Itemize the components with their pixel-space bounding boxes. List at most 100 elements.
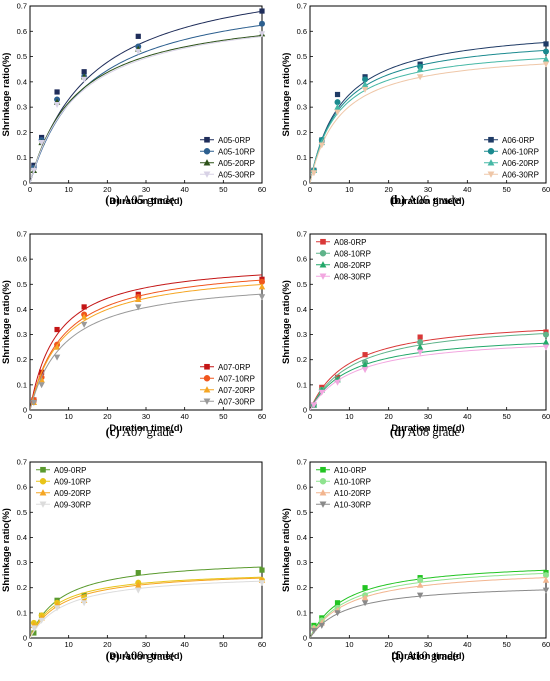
fit-curve bbox=[30, 35, 262, 183]
data-point bbox=[543, 48, 549, 55]
data-point bbox=[417, 339, 424, 346]
data-point bbox=[80, 600, 88, 607]
data-point bbox=[38, 139, 45, 146]
fit-curve bbox=[310, 569, 546, 638]
chart-panel-1: 0 10 20 30 40 50 60 0 0.1 0.2 0.3 0.4 0.5 0.6 0.7 Durat… bbox=[1, 2, 266, 208]
series-A08-30RP bbox=[310, 344, 550, 410]
fit-curve bbox=[30, 580, 262, 638]
y-tick-label: 0.3 bbox=[17, 330, 27, 339]
data-point bbox=[361, 600, 369, 607]
y-axis-title: Shrinkage ratio(%) bbox=[281, 53, 292, 137]
caption-label: (b) bbox=[390, 193, 405, 207]
legend-label: A07-30RP bbox=[218, 397, 255, 406]
legend-marker bbox=[319, 250, 327, 257]
series-A10-10RP bbox=[310, 572, 549, 638]
y-tick-label: 0.7 bbox=[297, 458, 307, 467]
data-point bbox=[416, 74, 424, 81]
data-point bbox=[416, 581, 424, 588]
caption-text: A07 grade bbox=[122, 425, 175, 439]
y-tick-label: 0.4 bbox=[297, 305, 307, 314]
x-tick-label: 20 bbox=[103, 640, 111, 649]
x-tick-label: 50 bbox=[219, 640, 227, 649]
data-point bbox=[416, 592, 424, 599]
y-tick-label: 0.5 bbox=[297, 52, 307, 61]
legend-marker bbox=[39, 478, 47, 485]
legend-marker bbox=[319, 261, 327, 268]
x-tick-label: 20 bbox=[103, 185, 111, 194]
legend-marker bbox=[319, 501, 327, 508]
y-tick-label: 0.4 bbox=[297, 77, 307, 86]
legend: A10-0RP A10-10RP A10-20RP A10-30RP bbox=[316, 466, 371, 509]
legend-label: A09-0RP bbox=[54, 466, 86, 475]
y-tick-label: 0.3 bbox=[17, 103, 27, 112]
fit-curve bbox=[310, 342, 546, 410]
y-tick-label: 0.1 bbox=[17, 380, 27, 389]
legend-label: A08-20RP bbox=[334, 261, 371, 270]
panel-caption: (a) A05 grade bbox=[105, 193, 175, 207]
data-point bbox=[81, 69, 87, 75]
legend: A06-0RP A06-10RP A06-20RP A06-30RP bbox=[484, 136, 539, 179]
x-tick-label: 10 bbox=[64, 412, 72, 421]
data-point bbox=[543, 572, 549, 579]
data-point bbox=[54, 326, 60, 333]
data-point bbox=[135, 581, 142, 588]
fit-curve bbox=[30, 293, 262, 410]
data-point bbox=[259, 8, 265, 14]
legend-label: A05-20RP bbox=[218, 159, 255, 168]
y-tick-label: 0.5 bbox=[17, 508, 27, 517]
fit-curve bbox=[30, 576, 262, 638]
fit-curve bbox=[310, 333, 546, 410]
legend-label: A06-10RP bbox=[502, 147, 539, 156]
fit-curve bbox=[30, 36, 262, 183]
x-tick-label: 60 bbox=[542, 412, 550, 421]
data-point bbox=[334, 99, 341, 106]
caption-label: (a) bbox=[105, 193, 120, 207]
x-tick-label: 30 bbox=[142, 412, 150, 421]
y-tick-label: 0.2 bbox=[297, 355, 307, 364]
data-point bbox=[362, 585, 368, 591]
legend-label: A08-10RP bbox=[334, 249, 371, 258]
data-point bbox=[334, 610, 341, 617]
data-point bbox=[543, 41, 549, 47]
data-point bbox=[30, 167, 38, 174]
data-point bbox=[318, 622, 325, 629]
y-tick-label: 0.2 bbox=[297, 128, 307, 137]
series-A08-20RP bbox=[310, 338, 550, 410]
caption-text: A09 grade bbox=[122, 649, 175, 663]
data-point bbox=[258, 580, 266, 587]
fit-curve bbox=[30, 279, 262, 410]
chart-panel-6: 0 10 20 30 40 50 60 0 0.1 0.2 0.3 0.4 0.5 0.6 0.7 Durat… bbox=[281, 458, 550, 664]
data-point bbox=[334, 91, 341, 98]
legend-marker bbox=[319, 478, 327, 485]
data-point bbox=[80, 76, 88, 83]
y-tick-label: 0.4 bbox=[17, 77, 27, 86]
series-A05-0RP bbox=[30, 8, 265, 183]
fit-curve bbox=[30, 10, 262, 183]
x-tick-label: 60 bbox=[258, 640, 266, 649]
data-point bbox=[542, 587, 550, 594]
legend-label: A09-30RP bbox=[54, 500, 91, 509]
chart-panel-2: 0 10 20 30 40 50 60 0 0.1 0.2 0.3 0.4 0.5 0.6 0.7 Durat… bbox=[281, 2, 550, 208]
data-point bbox=[81, 304, 87, 310]
y-tick-label: 0.5 bbox=[297, 508, 307, 517]
x-tick-label: 60 bbox=[258, 185, 266, 194]
y-axis-title: Shrinkage ratio(%) bbox=[1, 280, 12, 364]
legend-label: A05-10RP bbox=[218, 147, 255, 156]
data-point bbox=[543, 331, 549, 338]
y-tick-label: 0.6 bbox=[17, 27, 27, 36]
data-point bbox=[135, 33, 141, 39]
legend-label: A08-30RP bbox=[334, 272, 371, 281]
y-tick-label: 0.1 bbox=[17, 153, 27, 162]
y-tick-label: 0.5 bbox=[297, 280, 307, 289]
fit-curve bbox=[30, 274, 262, 410]
y-axis-title: Shrinkage ratio(%) bbox=[1, 53, 12, 137]
y-tick-label: 0.1 bbox=[297, 608, 307, 617]
data-point bbox=[362, 76, 369, 83]
y-tick-label: 0.7 bbox=[17, 2, 27, 11]
data-point bbox=[416, 349, 424, 356]
y-tick-label: 0.6 bbox=[17, 255, 27, 264]
legend-label: A09-10RP bbox=[54, 477, 91, 486]
plot-frame bbox=[29, 233, 263, 411]
caption-text: A06 grade bbox=[408, 193, 461, 207]
